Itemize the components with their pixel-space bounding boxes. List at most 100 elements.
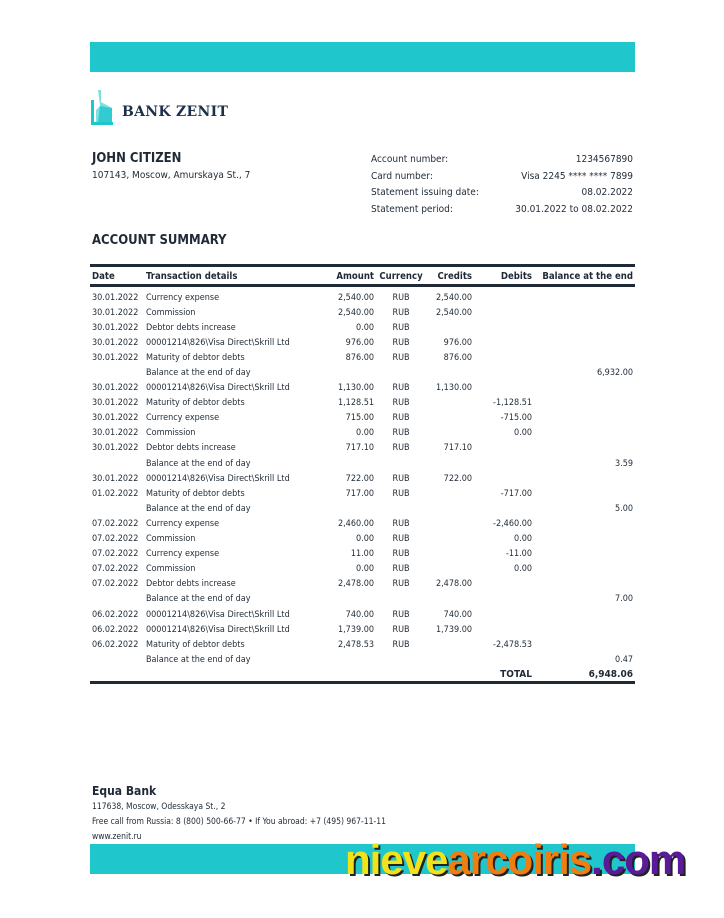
cell-credits (426, 637, 474, 652)
cell-debits: -2,460.00 (493, 518, 532, 529)
cell-date: 01.02.2022 (92, 488, 139, 499)
cell-details: Balance at the end of day (146, 503, 251, 514)
cell-amount: 2,478.00 (337, 579, 374, 590)
cell-details: Currency expense (146, 549, 220, 560)
table-row: 30.01.2022 00001214\826\Visa Direct\Skril… (90, 335, 635, 350)
cell-debits: 0.00 (513, 428, 532, 439)
cell-details: Balance at the end of day (146, 594, 251, 605)
cell-details: Maturity of debtor debts (146, 398, 245, 409)
cell-details: 00001214\826\Visa Direct\Skrill Ltd (146, 383, 290, 394)
cell-balance (534, 622, 635, 637)
cell-amount: 0.00 (355, 564, 374, 575)
cell-debits: -11.00 (505, 549, 532, 560)
cell-currency: RUB (392, 322, 410, 333)
cell-amount: 0.00 (355, 534, 374, 545)
footer-website[interactable]: www.zenit.ru (92, 832, 142, 842)
cell-details: Currency expense (146, 518, 220, 529)
cell-currency: RUB (392, 579, 410, 590)
cell-details: 00001214\826\Visa Direct\Skrill Ltd (146, 624, 290, 635)
info-value: 1234567890 (575, 154, 633, 165)
cell-amount: 717.00 (345, 488, 374, 499)
cell-currency: RUB (392, 443, 410, 454)
cell-balance (534, 532, 635, 547)
cell-currency: RUB (392, 518, 410, 529)
cell-balance (534, 305, 635, 320)
total-label: TOTAL (500, 668, 532, 680)
cell-currency: RUB (392, 639, 410, 650)
cell-balance (534, 441, 635, 456)
cell-details: Currency expense (146, 292, 220, 303)
cell-currency: RUB (392, 564, 410, 575)
cell-date (90, 365, 144, 380)
cell-currency (376, 456, 426, 471)
cell-amount (308, 456, 376, 471)
cell-debits: -715.00 (500, 413, 532, 424)
cell-details: Commission (146, 534, 196, 545)
total-row: TOTAL 6,948.06 (90, 667, 635, 683)
info-value: Visa 2245 **** **** 7899 (521, 170, 633, 182)
watermark: nievearcoiris.com (345, 836, 686, 884)
cell-debits (474, 335, 534, 350)
cell-debits: 0.00 (513, 564, 532, 575)
cell-credits: 1,130.00 (435, 383, 472, 394)
cell-date: 30.01.2022 (92, 322, 139, 333)
total-value: 6,948.06 (588, 668, 633, 680)
table-row: Balance at the end of day 0.47 (90, 652, 635, 667)
cell-balance (534, 577, 635, 592)
cell-amount (308, 501, 376, 516)
cell-currency: RUB (392, 352, 410, 363)
table-header-row: Date Transaction details Amount Currency… (90, 265, 635, 286)
cell-credits (426, 365, 474, 380)
cell-details: Commission (146, 428, 196, 439)
cell-details: 00001214\826\Visa Direct\Skrill Ltd (146, 337, 290, 348)
cell-details: Debtor debts increase (146, 322, 236, 333)
col-details: Transaction details (146, 270, 238, 282)
cell-balance: 0.47 (614, 654, 633, 665)
cell-credits: 740.00 (443, 609, 472, 620)
cell-credits: 2,540.00 (435, 292, 472, 303)
table-row: 07.02.2022 Debtor debts increase 2,478.00 R… (90, 577, 635, 592)
cell-currency: RUB (392, 292, 410, 303)
cell-date: 30.01.2022 (92, 307, 139, 318)
cell-details: Commission (146, 307, 196, 318)
cell-credits: 717.10 (443, 443, 472, 454)
table-row: 30.01.2022 Currency expense 715.00 RUB -715.… (90, 411, 635, 426)
table-row: 30.01.2022 00001214\826\Visa Direct\Skril… (90, 381, 635, 396)
col-currency: Currency (379, 270, 423, 282)
cell-debits: 0.00 (513, 534, 532, 545)
cell-debits: -2,478.53 (493, 639, 532, 650)
cell-credits (426, 547, 474, 562)
cell-balance (534, 562, 635, 577)
cell-date: 07.02.2022 (92, 579, 139, 590)
cell-details: Debtor debts increase (146, 579, 236, 590)
cell-details: Currency expense (146, 413, 220, 424)
cell-debits (474, 607, 534, 622)
cell-details: Maturity of debtor debts (146, 488, 245, 499)
section-title: ACCOUNT SUMMARY (92, 233, 227, 248)
cell-balance (534, 547, 635, 562)
cell-debits (474, 456, 534, 471)
cell-currency (376, 592, 426, 607)
cell-debits (474, 365, 534, 380)
cell-balance (534, 486, 635, 501)
cell-balance: 6,932.00 (596, 368, 633, 379)
cell-currency (376, 501, 426, 516)
cell-amount: 2,540.00 (337, 307, 374, 318)
table-row: 30.01.2022 Commission 2,540.00 RUB 2,540.00 (90, 305, 635, 320)
cell-currency: RUB (392, 398, 410, 409)
col-debits: Debits (500, 270, 532, 282)
cell-details: Debtor debts increase (146, 443, 236, 454)
cell-credits: 976.00 (443, 337, 472, 348)
cell-debits (474, 381, 534, 396)
header-bar (90, 42, 635, 72)
table-row: 06.02.2022 Maturity of debtor debts 2,478.… (90, 637, 635, 652)
cell-debits (474, 652, 534, 667)
table-row: 30.01.2022 Debtor debts increase 717.10 RUB… (90, 441, 635, 456)
table-row: Balance at the end of day 7.00 (90, 592, 635, 607)
info-label: Statement issuing date: (371, 187, 479, 198)
cell-amount (308, 365, 376, 380)
cell-amount: 2,540.00 (337, 292, 374, 303)
footer-bar (90, 844, 635, 874)
cell-amount: 876.00 (345, 352, 374, 363)
table-row: 07.02.2022 Commission 0.00 RUB 0.00 (90, 532, 635, 547)
